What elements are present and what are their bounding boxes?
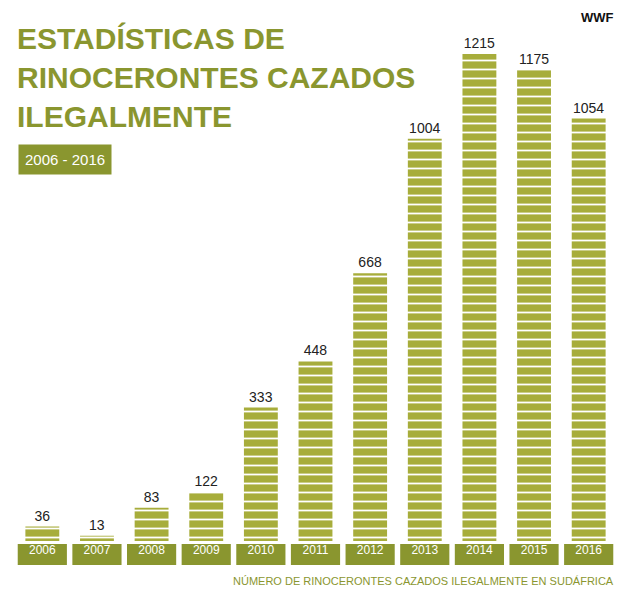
- svg-text:1004: 1004: [409, 120, 440, 136]
- svg-text:2013: 2013: [411, 543, 438, 557]
- svg-text:2008: 2008: [138, 543, 165, 557]
- svg-text:1215: 1215: [464, 35, 495, 51]
- svg-text:2010: 2010: [248, 543, 275, 557]
- svg-text:2012: 2012: [357, 543, 384, 557]
- svg-text:333: 333: [249, 389, 273, 405]
- svg-text:2006 - 2016: 2006 - 2016: [25, 151, 105, 168]
- svg-text:13: 13: [89, 517, 105, 533]
- svg-text:2009: 2009: [193, 543, 220, 557]
- svg-text:122: 122: [194, 473, 218, 489]
- svg-text:WWF: WWF: [581, 10, 614, 25]
- svg-text:2007: 2007: [84, 543, 111, 557]
- svg-text:ESTADÍSTICAS DERINOCERONTES CA: ESTADÍSTICAS DERINOCERONTES CAZADOSILEGA…: [17, 22, 415, 133]
- svg-text:2016: 2016: [575, 543, 602, 557]
- svg-text:36: 36: [34, 508, 50, 524]
- svg-text:1175: 1175: [519, 51, 549, 67]
- svg-text:NÚMERO DE RINOCERONTES CAZADOS: NÚMERO DE RINOCERONTES CAZADOS ILEGALMEN…: [233, 575, 614, 587]
- svg-text:2006: 2006: [29, 543, 56, 557]
- svg-text:1054: 1054: [573, 100, 604, 116]
- svg-text:2011: 2011: [303, 543, 329, 557]
- svg-text:448: 448: [304, 342, 328, 358]
- svg-text:668: 668: [358, 254, 382, 270]
- svg-text:2015: 2015: [521, 543, 548, 557]
- svg-text:83: 83: [144, 489, 160, 505]
- svg-text:2014: 2014: [466, 543, 493, 557]
